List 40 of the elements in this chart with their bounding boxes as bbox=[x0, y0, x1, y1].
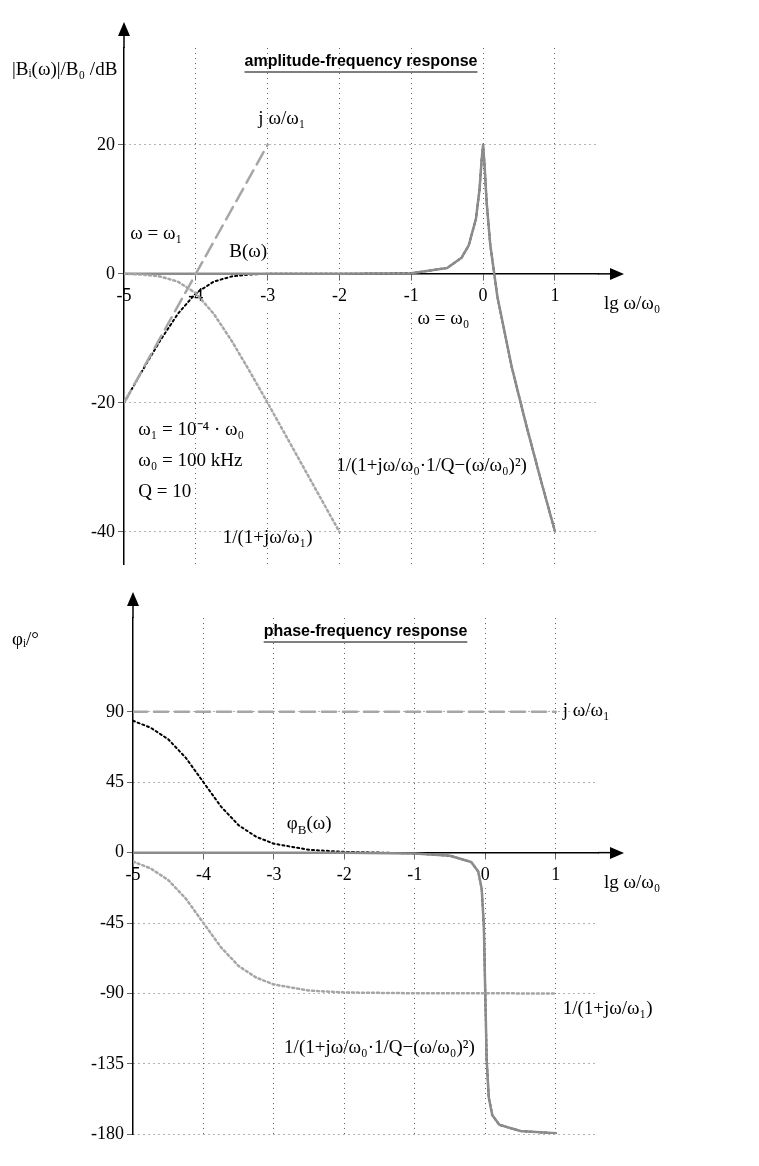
y-axis-title: |Bᵢ(ω)|/B₀ /dB bbox=[12, 57, 118, 80]
annotation: ω = ω₀ bbox=[417, 306, 470, 328]
x-tick-label: -2 bbox=[331, 285, 347, 306]
annotation: ω₀ = 100 kHz bbox=[138, 448, 243, 470]
annotation: Q = 10 bbox=[138, 479, 192, 501]
y-tick-label: 45 bbox=[105, 770, 124, 791]
y-tick-label: 20 bbox=[96, 133, 115, 154]
annotation: ω = ω₁ bbox=[130, 221, 183, 243]
x-tick-label: 1 bbox=[551, 864, 561, 885]
y-tick-label: 0 bbox=[105, 262, 115, 283]
y-tick-label: -135 bbox=[90, 1052, 124, 1073]
series-label: 1/(1+jω/ω₀·1/Q−(ω/ω₀)²) bbox=[284, 1035, 475, 1058]
y-tick-label: 0 bbox=[114, 841, 124, 862]
chart-title: phase-frequency response bbox=[263, 622, 468, 640]
x-tick-label: -1 bbox=[407, 864, 423, 885]
series-label: 1/(1+jω/ω₀·1/Q−(ω/ω₀)²) bbox=[336, 454, 527, 477]
y-tick-label: -20 bbox=[90, 391, 115, 412]
y-tick-label: 90 bbox=[105, 700, 124, 721]
x-tick-label: -4 bbox=[195, 864, 211, 885]
annotation: ω₁ = 10⁻⁴ · ω₀ bbox=[138, 417, 245, 439]
x-axis-title: lg ω/ω₀ bbox=[604, 291, 661, 313]
x-tick-label: 0 bbox=[480, 864, 490, 885]
series-label: 1/(1+jω/ω₁) bbox=[562, 997, 653, 1020]
x-axis-title: lg ω/ω₀ bbox=[604, 870, 661, 892]
series-label: 1/(1+jω/ω₁) bbox=[222, 526, 313, 549]
x-tick-label: 1 bbox=[550, 285, 560, 306]
y-axis-title: φᵢ/° bbox=[12, 627, 39, 649]
x-tick-label: -3 bbox=[260, 285, 276, 306]
chart-title: amplitude-frequency response bbox=[244, 52, 478, 70]
x-tick-label: -1 bbox=[403, 285, 419, 306]
y-tick-label: -180 bbox=[90, 1122, 124, 1143]
series-label: j ω/ω₁ bbox=[561, 698, 610, 720]
x-tick-label: -3 bbox=[266, 864, 282, 885]
series-label: B(ω) bbox=[229, 239, 268, 262]
x-tick-label: -2 bbox=[336, 864, 352, 885]
y-tick-label: -90 bbox=[99, 982, 124, 1003]
y-tick-label: -45 bbox=[99, 911, 124, 932]
x-tick-label: 0 bbox=[478, 285, 488, 306]
series-label: j ω/ω₁ bbox=[257, 106, 306, 128]
y-tick-label: -40 bbox=[90, 520, 115, 541]
